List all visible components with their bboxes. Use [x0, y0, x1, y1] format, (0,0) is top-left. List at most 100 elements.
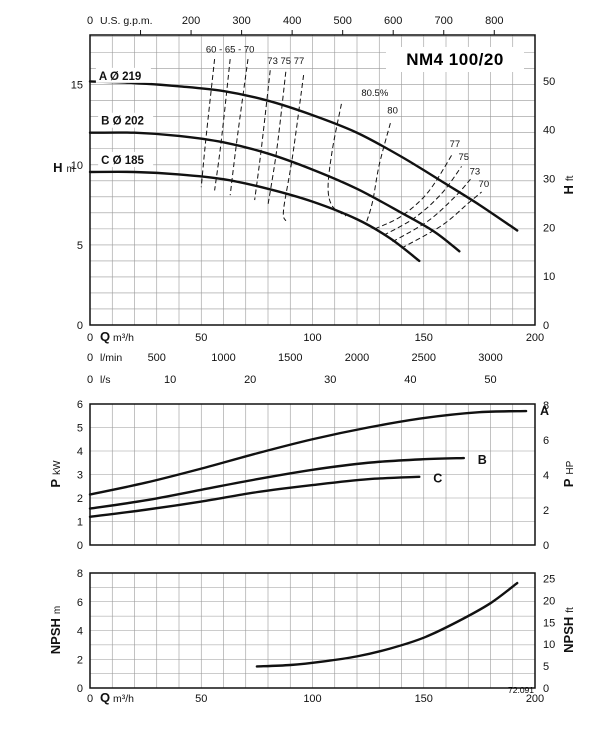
npsh-capacity-x-unit: m³/h: [113, 693, 134, 705]
head-capacity-yleft-tick: 10: [71, 160, 83, 172]
efficiency-line-75-right: [383, 166, 462, 236]
head-capacity-grid: [90, 35, 535, 325]
head-capacity-yright-tick: 40: [543, 125, 555, 137]
power-capacity-yleft-tick: 4: [77, 446, 83, 458]
head-capacity-x-tick: 2000: [345, 352, 369, 364]
head-capacity-x-tick: 500: [333, 15, 351, 27]
power-capacity-yleft-label: PkW: [48, 460, 63, 488]
power-capacity-yleft-tick: 5: [77, 423, 83, 435]
efficiency-line-73-right: [392, 178, 471, 243]
head-capacity-frame: [89, 34, 536, 326]
efficiency-line-80-left: [327, 103, 347, 217]
curve-A: [88, 80, 519, 232]
head-capacity-x-tick: 2500: [412, 352, 436, 364]
head-capacity-x-tick: 150: [415, 332, 433, 344]
head-capacity-x-tick: 400: [283, 15, 301, 27]
npsh-capacity-x-zero: 0: [87, 693, 93, 705]
npsh-capacity-x-prefix: Q: [100, 690, 110, 705]
power-capacity-frame: [89, 403, 536, 546]
power-capacity-yleft-tick: 1: [77, 517, 83, 529]
head-capacity-x-tick: 1000: [211, 352, 235, 364]
head-capacity-x-zero: 0: [87, 15, 93, 27]
head-capacity-x-tick: 700: [435, 15, 453, 27]
power-capacity-yleft-tick: 6: [77, 399, 83, 411]
npsh-capacity-yright-tick: 5: [543, 661, 549, 673]
head-capacity-yright-tick: 10: [543, 271, 555, 283]
curve-label-A: A Ø 219: [99, 71, 141, 83]
efficiency-line-80-right: [365, 122, 391, 225]
efficiency-label: 80.5%: [361, 88, 388, 99]
head-capacity-yleft-tick: 0: [77, 320, 83, 332]
curve-B: [88, 456, 465, 510]
efficiency-label: 73 75 77: [267, 56, 304, 67]
npsh-capacity-yright-label: NPSHft: [561, 607, 576, 653]
head-capacity-x-tick: 100: [303, 332, 321, 344]
head-capacity-x-tick: 50: [484, 374, 496, 386]
power-capacity-yright-tick: 2: [543, 505, 549, 517]
head-capacity-yright-tick: 20: [543, 222, 555, 234]
power-capacity-yleft-tick: 0: [77, 540, 83, 552]
efficiency-label: 70: [479, 179, 490, 190]
npsh-capacity-yright-tick: 10: [543, 639, 555, 651]
npsh-capacity-yright-tick: 0: [543, 683, 549, 695]
npsh-capacity-yleft-tick: 8: [77, 568, 83, 580]
efficiency-label: 73: [470, 166, 481, 177]
head-capacity-x-zero: 0: [87, 374, 93, 386]
power-capacity-yleft-tick: 2: [77, 493, 83, 505]
head-capacity-yright-label: Hft: [561, 175, 576, 194]
head-capacity-x-unit: U.S. g.p.m.: [100, 15, 153, 27]
curve-C: [88, 475, 421, 518]
npsh-capacity-yright-tick: 25: [543, 573, 555, 585]
head-capacity-x-tick: 50: [195, 332, 207, 344]
power-capacity-yright-tick: 6: [543, 435, 549, 447]
curve-label-B: B Ø 202: [101, 116, 144, 128]
figure-code: 72.091: [508, 685, 534, 695]
npsh-capacity-yleft-tick: 4: [77, 626, 83, 638]
head-capacity-x-tick: 40: [404, 374, 416, 386]
npsh-capacity-x-tick: 100: [303, 693, 321, 705]
curve-B: [88, 131, 461, 253]
head-capacity-x-tick: 10: [164, 374, 176, 386]
efficiency-line-73: [254, 70, 271, 201]
head-capacity-x-tick: 20: [244, 374, 256, 386]
head-capacity-x-tick: 3000: [478, 352, 502, 364]
curve-label-bg: [98, 151, 154, 167]
curve-label-C: C Ø 185: [101, 155, 144, 167]
npsh-capacity-frame: [89, 572, 536, 689]
npsh-capacity-x-tick: 200: [526, 693, 544, 705]
head-capacity-x-unit: m³/h: [113, 332, 134, 344]
npsh-capacity-yright-tick: 15: [543, 617, 555, 629]
efficiency-line-60: [200, 58, 216, 188]
efficiency-line-77-right: [374, 153, 454, 230]
head-capacity-yleft-tick: 5: [77, 240, 83, 252]
head-capacity-x-tick: 200: [526, 332, 544, 344]
npsh-capacity-yleft-label: NPSHm: [48, 606, 63, 654]
head-capacity-yright-tick: 30: [543, 173, 555, 185]
power-capacity-grid: [90, 404, 535, 545]
power-capacity-yright-tick: 8: [543, 400, 549, 412]
head-capacity-x-tick: 800: [485, 15, 503, 27]
curve-label-B: B: [478, 453, 487, 467]
curve-C: [88, 170, 421, 263]
head-capacity-x-tick: 200: [182, 15, 200, 27]
curve-label-bg: [95, 67, 151, 83]
head-capacity-yleft-tick: 15: [71, 80, 83, 92]
npsh-capacity-yleft-tick: 2: [77, 654, 83, 666]
npsh-capacity-yright-tick: 20: [543, 595, 555, 607]
curve-label-A: A: [540, 404, 549, 418]
head-capacity-x-tick: 500: [148, 352, 166, 364]
efficiency-line-70-right: [401, 191, 482, 249]
efficiency-line-77: [282, 74, 305, 222]
npsh-capacity-x-tick: 150: [415, 693, 433, 705]
pump-model-title: NM4 100/20: [386, 47, 524, 72]
head-capacity-yright-tick: 0: [543, 320, 549, 332]
efficiency-label: 60 - 65 - 70: [206, 45, 255, 56]
efficiency-label: 77: [450, 139, 461, 150]
efficiency-line-65: [214, 58, 231, 191]
curve-label-C: C: [433, 472, 442, 486]
power-capacity-yright-tick: 4: [543, 470, 549, 482]
npsh-capacity-x-tick: 50: [195, 693, 207, 705]
power-capacity-yleft-tick: 3: [77, 470, 83, 482]
curve-NPSH: [255, 581, 519, 668]
